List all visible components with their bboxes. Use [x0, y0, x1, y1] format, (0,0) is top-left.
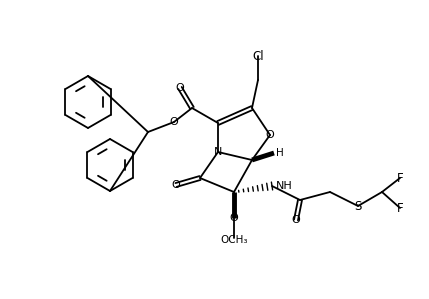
Text: O: O [169, 117, 178, 127]
Text: OCH₃: OCH₃ [220, 235, 248, 245]
Text: O: O [175, 83, 184, 93]
Text: O: O [292, 215, 300, 225]
Text: F: F [397, 202, 403, 214]
Text: O: O [172, 180, 180, 190]
Text: O: O [266, 130, 275, 140]
Text: N: N [214, 147, 222, 157]
Text: NH: NH [276, 181, 293, 191]
Text: S: S [354, 199, 362, 213]
Text: O: O [230, 213, 239, 223]
Text: F: F [397, 172, 403, 184]
Text: Cl: Cl [252, 50, 264, 62]
Text: H: H [276, 148, 284, 158]
